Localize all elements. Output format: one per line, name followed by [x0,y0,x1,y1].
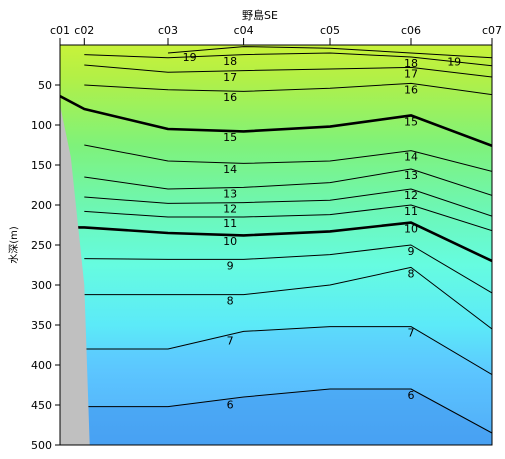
isotherm-label: 8 [227,295,234,308]
station-label: c06 [401,24,421,37]
y-tick-label: 50 [38,79,52,92]
isotherm-14 [84,144,492,172]
station-label: c07 [482,24,502,37]
water-background [60,45,492,445]
band-below-6 [60,389,492,445]
isotherm-label: 13 [404,169,418,182]
isotherm-10 [60,221,492,263]
isotherm-label: 11 [404,205,418,218]
station-label: c03 [158,24,178,37]
depth-shading [60,326,492,445]
band-below-7 [60,326,492,445]
isotherm-label: 19 [447,56,461,69]
isotherm-label: 18 [404,57,418,70]
y-tick-label: 250 [31,239,52,252]
plot-frame [59,44,493,446]
isotherm-label: 16 [223,91,237,104]
station-ticks [59,38,493,45]
isotherm-label: 11 [223,217,237,230]
isotherm-label: 16 [404,83,418,96]
isotherm-6 [84,388,492,434]
isotherm-label: 15 [404,115,418,128]
isotherm-label: 13 [223,188,237,201]
isotherm-lines [60,46,492,434]
y-tick-label: 100 [31,119,52,132]
isotherm-label: 12 [223,203,237,216]
y-tick-label: 150 [31,159,52,172]
isotherm-label: 8 [408,267,415,280]
isotherm-label: 15 [223,131,237,144]
isotherm-label: 14 [404,151,418,164]
isotherm-15 [60,95,492,148]
y-tick-label: 200 [31,199,52,212]
station-label: c01 [50,24,70,37]
seafloor-land [60,105,90,445]
isotherm-label: 17 [223,71,237,84]
isotherm-17 [84,64,492,78]
y-tick-label: 300 [31,279,52,292]
isotherm-label: 14 [223,163,237,176]
station-label: c02 [74,24,94,37]
isotherm-16 [84,82,492,96]
isotherm-7 [84,326,492,376]
y-tick-label: 500 [31,439,52,452]
isotherm-11 [84,204,492,232]
isotherm-label: 12 [404,189,418,202]
isotherm-13 [84,168,492,196]
isotherm-label: 9 [227,259,234,272]
isotherm-label: 19 [183,51,197,64]
isotherm-label: 7 [408,327,415,340]
station-label: c04 [234,24,254,37]
y-axis-label: 水深(m) [8,226,20,264]
y-tick-label: 450 [31,399,52,412]
isotherm-label: 10 [223,235,237,248]
isotherm-18 [84,52,492,67]
isotherm-8 [84,266,492,330]
isotherm-label: 9 [408,245,415,258]
isotherm-12 [84,188,492,217]
isotherm-label: 7 [227,335,234,348]
station-labels: c01 c02 c03 c04 c05 c06 c07 [50,24,502,37]
isotherm-label: 10 [404,223,418,236]
isotherm-19 [167,46,492,59]
y-tick-label: 400 [31,359,52,372]
y-axis-ticks: 50 100 150 200 250 300 350 400 450 500 [31,79,60,452]
isotherm-9 [84,244,492,294]
isotherm-label: 6 [227,399,234,412]
y-tick-label: 350 [31,319,52,332]
isotherm-label: 18 [223,55,237,68]
isotherm-label: 6 [408,389,415,402]
isotherm-label: 17 [404,67,418,80]
station-label: c05 [320,24,340,37]
chart-title: 野島SE [242,8,278,22]
